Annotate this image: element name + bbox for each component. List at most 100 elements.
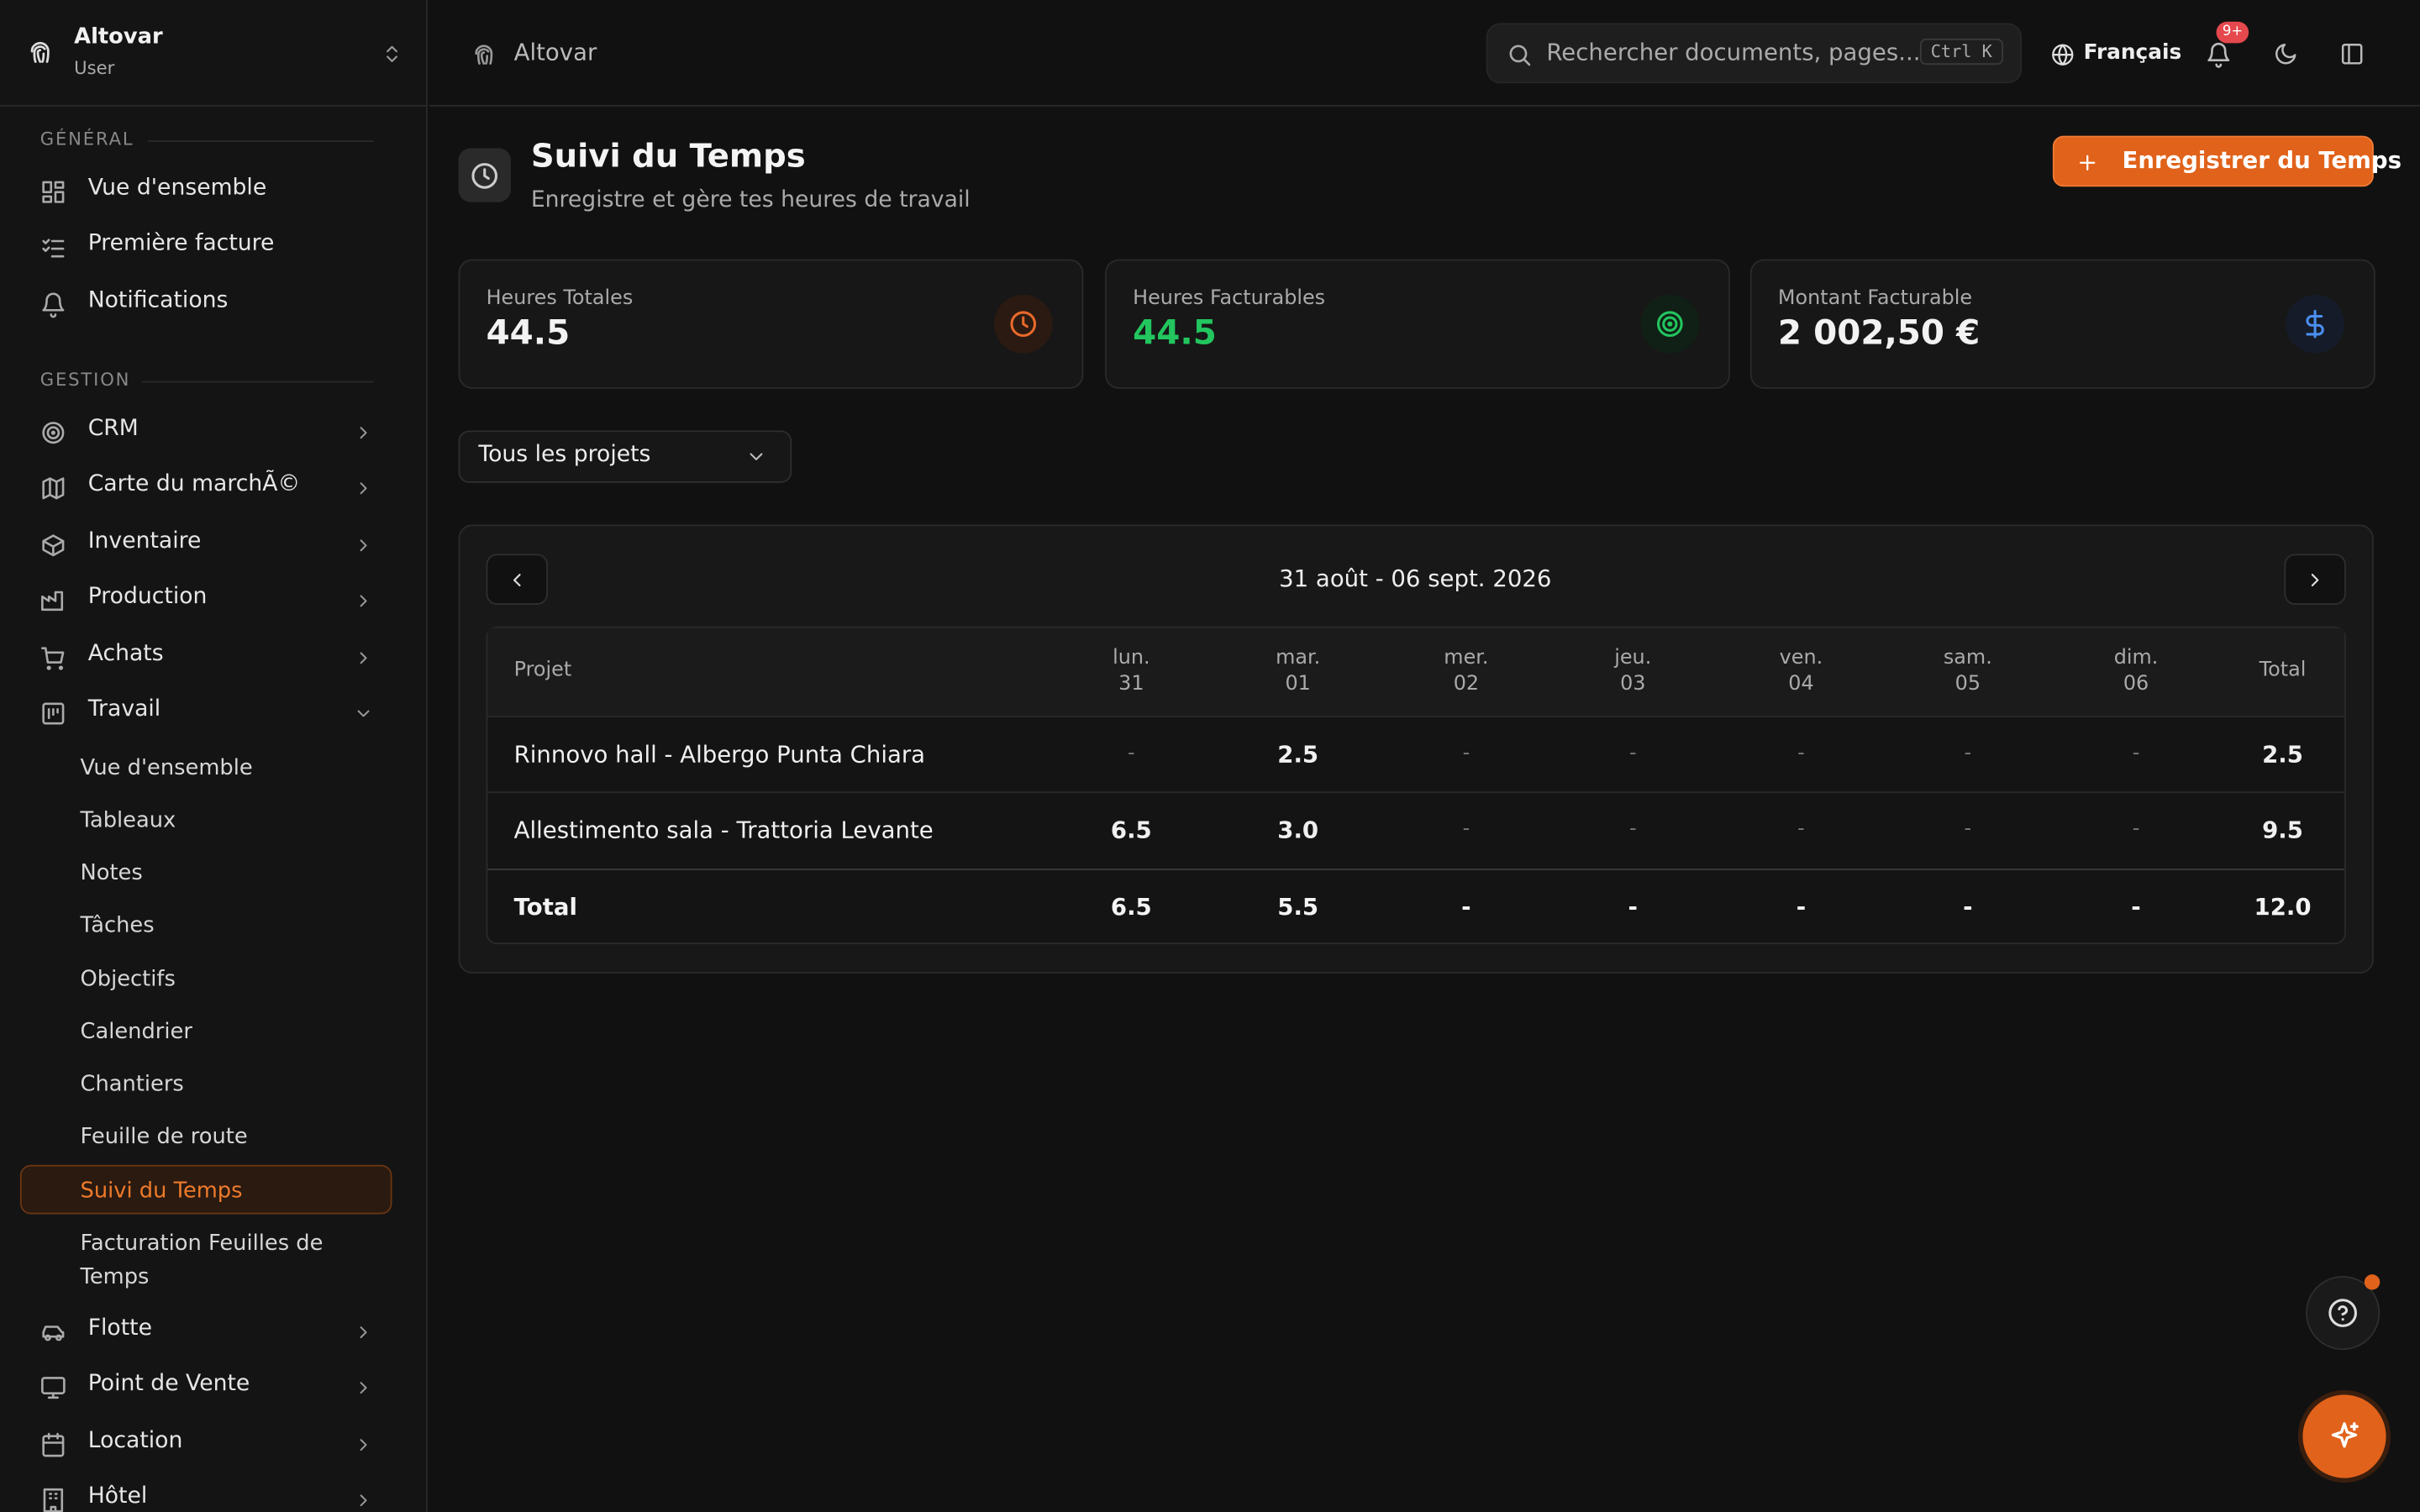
row-total: 2.5 <box>2262 740 2303 769</box>
next-icon <box>2311 574 2319 587</box>
nav-item[interactable]: Flotte <box>87 1315 153 1341</box>
sub-nav-item[interactable]: Tâches <box>80 913 155 938</box>
stat-value: 2 002,50 € <box>1777 314 1981 354</box>
nav-icon <box>41 421 64 444</box>
prev-week[interactable] <box>486 554 549 605</box>
nav-item[interactable]: Carte du marchÃ© <box>87 472 301 497</box>
nav-item[interactable]: Point de Vente <box>87 1371 250 1397</box>
nav-icon <box>41 1431 64 1457</box>
nav-icon <box>40 590 63 611</box>
panel-toggle <box>2341 44 2363 65</box>
footer-cell: - <box>1963 893 1973 921</box>
stat-icon <box>1657 311 1683 338</box>
nav-icon <box>41 533 64 556</box>
stat-value: 44.5 <box>1133 314 1217 354</box>
ai-button[interactable] <box>2302 1394 2386 1478</box>
nav-icon <box>41 291 64 318</box>
sub-nav-item[interactable]: Feuille de route <box>80 1124 248 1150</box>
expand-chevron <box>359 1438 366 1451</box>
org-name: Altovar <box>74 24 163 50</box>
nav-item[interactable]: Production <box>87 585 208 610</box>
primary-button[interactable] <box>2052 135 2374 187</box>
column-date: 06 <box>2123 672 2149 696</box>
org-switch <box>387 45 397 62</box>
nav-item[interactable]: Inventaire <box>87 528 202 554</box>
nav-icon <box>41 701 64 724</box>
notifications-button <box>2207 42 2229 67</box>
column-header: Projet <box>513 659 572 682</box>
footer-cell: - <box>2131 893 2141 921</box>
sub-nav-item[interactable]: Facturation Feuilles de Temps <box>80 1231 324 1290</box>
breadcrumb: Altovar <box>513 38 597 66</box>
language[interactable]: Français <box>2083 39 2182 66</box>
row-divider <box>487 869 2344 870</box>
hours-cell: - <box>1628 817 1637 842</box>
footer-cell: 5.5 <box>1277 893 1319 921</box>
sub-nav-item[interactable]: Notes <box>80 860 143 886</box>
expand-chevron <box>359 426 366 438</box>
nav-item[interactable]: Notifications <box>87 288 229 313</box>
sub-nav-item[interactable]: Objectifs <box>80 967 176 993</box>
nav-icon <box>40 1376 65 1399</box>
expand-chevron <box>359 1494 366 1506</box>
next-week[interactable] <box>2284 554 2346 605</box>
section-rule <box>148 140 374 142</box>
stat-card <box>458 259 1084 389</box>
footer-cell: 6.5 <box>1110 893 1152 921</box>
active-item-bg <box>19 1164 392 1215</box>
table-header-bg <box>487 627 2344 717</box>
row-divider <box>487 791 2344 794</box>
project-filter[interactable] <box>458 430 792 483</box>
hours-cell: - <box>1797 742 1805 766</box>
primary-button-label: Enregistrer du Temps <box>2122 146 2402 175</box>
breadcrumb-icon <box>474 44 492 64</box>
nav-item[interactable]: Achats <box>87 642 164 667</box>
nav-icon <box>41 1325 64 1341</box>
nav-item[interactable]: Hôtel <box>87 1483 148 1509</box>
sub-nav-item[interactable]: Tableaux <box>80 808 176 833</box>
topbar-border <box>429 104 2420 107</box>
hours-cell: - <box>1462 817 1470 842</box>
section-rule <box>141 381 374 383</box>
hours-cell: - <box>1964 817 1972 842</box>
section-title: GÉNÉRAL <box>39 128 134 150</box>
column-day: sam. <box>1943 646 1992 670</box>
column-day: mar. <box>1276 646 1321 670</box>
footer-cell: - <box>1628 893 1638 921</box>
nav-item[interactable]: Vue d'ensemble <box>87 176 267 201</box>
nav-item[interactable]: Travail <box>87 697 161 722</box>
hours-cell: 3.0 <box>1277 816 1319 844</box>
nav-item[interactable]: Première facture <box>87 231 275 256</box>
theme-toggle <box>2275 44 2296 65</box>
expand-chevron <box>359 481 366 494</box>
nav-icon <box>40 646 64 669</box>
stat-card <box>1105 259 1730 389</box>
column-date: 04 <box>1788 672 1814 696</box>
expand-chevron <box>359 594 366 606</box>
search-placeholder: Rechercher documents, pages... <box>1546 38 1921 66</box>
project-name: Rinnovo hall - Albergo Punta Chiara <box>513 740 926 769</box>
sub-nav-item[interactable]: Suivi du Temps <box>80 1179 243 1204</box>
column-day: mer. <box>1444 646 1489 670</box>
hours-cell: - <box>2132 817 2140 842</box>
project-name: Allestimento sala - Trattoria Levante <box>513 816 934 844</box>
page-title: Suivi du Temps <box>530 137 806 175</box>
search-box[interactable] <box>1486 23 2023 84</box>
column-day: lun. <box>1113 646 1150 670</box>
sub-nav-item[interactable]: Calendrier <box>80 1020 192 1045</box>
sidebar-header-border <box>0 104 428 107</box>
column-date: 01 <box>1285 672 1311 696</box>
footer-label: Total <box>513 893 577 921</box>
prev-icon <box>513 574 521 587</box>
nav-item[interactable]: Location <box>87 1428 183 1454</box>
expand-chevron <box>359 651 366 664</box>
search-icon <box>1508 44 1530 66</box>
sub-nav-item[interactable]: Chantiers <box>80 1072 184 1097</box>
nav-icon <box>41 180 64 202</box>
expand-chevron <box>359 1381 366 1394</box>
hours-cell: - <box>1462 742 1470 766</box>
sub-nav-item[interactable]: Vue d'ensemble <box>80 755 253 781</box>
nav-item[interactable]: CRM <box>87 416 139 442</box>
